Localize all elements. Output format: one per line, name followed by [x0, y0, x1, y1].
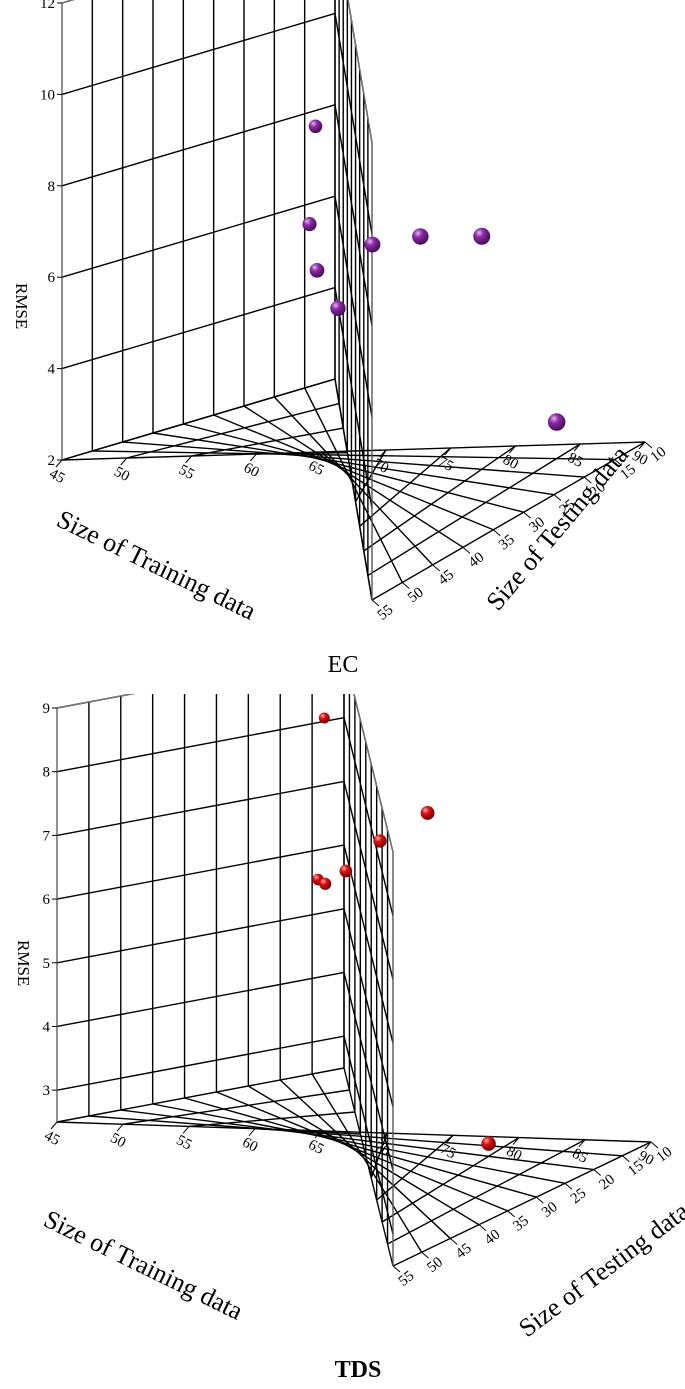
tds-data-point: [318, 712, 330, 724]
ec-data-point: [302, 217, 317, 232]
tds-z-tick-label: 4: [43, 1019, 51, 1035]
tds-y-axis-title: Size of Testing data: [513, 1196, 685, 1343]
tds-data-point: [481, 1136, 496, 1151]
ec-data-points: [302, 119, 566, 431]
ec-data-point: [309, 262, 325, 278]
tds-data-point: [319, 877, 332, 890]
ec-x-tick-label: 65: [306, 458, 327, 479]
ec-data-point: [547, 413, 566, 431]
tds-z-axis-title: RMSE: [14, 940, 33, 986]
tds-z-tick-label: 9: [43, 701, 51, 717]
ec-x-tick-label: 55: [176, 462, 197, 483]
ec-x-tick-label: 90: [630, 448, 651, 469]
tds-z-tick-label: 6: [43, 892, 51, 908]
tds-data-points: [312, 712, 496, 1151]
tds-x-tick-label: 50: [108, 1130, 129, 1151]
tds-x-tick-label: 90: [636, 1148, 657, 1169]
ec-z-axis-title: RMSE: [12, 283, 31, 329]
tds-data-point: [339, 864, 353, 878]
tds-x-tick-label: 60: [240, 1135, 261, 1156]
ec-3d-scatter-chart: 45 50 55 60 65 70 75 80 85 9010152025303540455055…: [12, 0, 669, 678]
ec-data-point: [412, 228, 429, 245]
ec-data-point: [308, 119, 323, 134]
tds-x-tick-label: 70: [372, 1139, 393, 1160]
tds-x-tick-label: 75: [438, 1141, 459, 1162]
ec-data-point: [330, 300, 346, 317]
ec-x-tick-label: 85: [565, 450, 586, 471]
ec-chart-title: EC: [328, 652, 359, 678]
tds-x-tick-label: 65: [306, 1137, 327, 1158]
tds-grid: [56, 694, 652, 1267]
ec-x-tick-label: 60: [241, 460, 262, 481]
ec-data-point: [364, 236, 381, 253]
ec-z-tick-label: 4: [48, 362, 56, 378]
tds-x-axis-title: Size of Training data: [39, 1204, 247, 1326]
tds-data-point: [420, 806, 435, 820]
ec-x-tick-label: 45: [47, 466, 68, 487]
tds-z-tick-label: 3: [43, 1083, 51, 1099]
ec-x-tick-label: 75: [435, 454, 456, 475]
tds-z-tick-label: 7: [43, 828, 51, 844]
ec-x-tick-label: 50: [111, 464, 132, 485]
tds-z-tick-label: 5: [43, 956, 51, 972]
ec-x-axis-title: Size of Training data: [52, 504, 260, 626]
ec-grid: [61, 0, 646, 601]
tds-x-tick-label: 45: [42, 1128, 63, 1149]
tds-data-point: [373, 834, 387, 848]
ec-z-tick-label: 12: [40, 0, 55, 12]
tds-chart-title: TDS: [335, 1357, 382, 1383]
tds-tick-labels: 45 50 55 60 65 70 75 80 85 9010152025303540455055…: [42, 701, 676, 1290]
ec-z-tick-label: 10: [40, 87, 55, 103]
tds-3d-scatter-chart: 45 50 55 60 65 70 75 80 85 9010152025303540455055…: [14, 694, 685, 1383]
ec-data-point: [473, 227, 491, 245]
tds-z-tick-label: 8: [43, 765, 51, 781]
ec-z-tick-label: 8: [48, 179, 56, 195]
ec-z-tick-label: 6: [48, 270, 56, 286]
tds-x-tick-label: 85: [570, 1146, 591, 1167]
tds-x-tick-label: 55: [174, 1132, 195, 1153]
tds-x-tick-label: 80: [504, 1143, 525, 1164]
ec-x-tick-label: 70: [370, 456, 391, 477]
ec-z-tick-label: 2: [48, 453, 56, 469]
ec-x-tick-label: 80: [500, 452, 521, 473]
